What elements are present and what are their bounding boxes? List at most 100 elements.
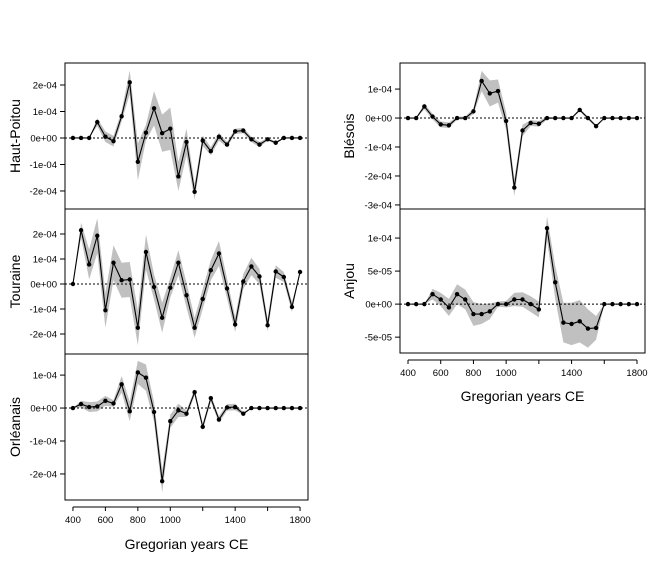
data-point — [289, 304, 295, 310]
data-point — [200, 296, 205, 302]
data-point — [70, 405, 76, 411]
data-point — [143, 375, 149, 380]
data-point — [232, 129, 238, 134]
data-point — [503, 301, 509, 307]
x-tick-label: 1000 — [160, 515, 181, 526]
data-point — [438, 297, 443, 302]
x-tick-label: 1000 — [496, 368, 517, 379]
data-point — [528, 120, 533, 126]
data-point — [159, 479, 165, 484]
x-tick-label: 800 — [130, 515, 146, 526]
data-point — [176, 408, 181, 413]
data-point — [135, 370, 141, 375]
data-point — [536, 307, 542, 312]
data-point — [422, 104, 427, 109]
data-point — [520, 297, 525, 302]
data-point — [200, 138, 205, 143]
data-point — [536, 121, 542, 127]
data-point — [512, 297, 517, 302]
data-point — [192, 390, 197, 395]
data-point — [273, 140, 278, 145]
x-tick-label: 1400 — [225, 515, 246, 526]
data-point — [634, 301, 640, 307]
data-point — [281, 135, 287, 141]
data-point — [618, 115, 623, 121]
data-point — [119, 382, 124, 387]
data-point — [216, 417, 222, 422]
data-point — [241, 411, 246, 416]
data-point — [111, 401, 116, 406]
data-point — [561, 115, 566, 121]
y-tick-label: 2e-04 — [33, 230, 57, 241]
data-point — [151, 106, 157, 111]
data-point — [265, 137, 270, 142]
data-point — [495, 88, 501, 94]
data-point — [78, 135, 84, 141]
y-axis-label: Blésois — [341, 113, 357, 158]
data-point — [405, 301, 411, 307]
data-point — [438, 122, 443, 127]
x-tick-label: 400 — [65, 515, 81, 526]
data-point — [159, 131, 165, 136]
data-point — [413, 115, 419, 121]
confidence-band — [72, 360, 301, 493]
y-tick-label: -2e-04 — [30, 469, 57, 480]
y-tick-label: 1e-04 — [33, 255, 57, 266]
data-point — [585, 326, 591, 331]
y-tick-label: -5e-05 — [365, 333, 392, 344]
y-tick-label: 1e-04 — [33, 371, 57, 382]
data-point — [471, 311, 476, 317]
data-point — [273, 269, 278, 274]
y-tick-label: -1e-04 — [365, 143, 392, 154]
series-line — [408, 79, 637, 188]
data-point — [602, 115, 607, 121]
data-point — [111, 138, 116, 144]
data-point — [544, 225, 550, 231]
y-axis-label: Touraine — [7, 254, 23, 308]
data-point — [602, 301, 607, 307]
x-tick-label: 400 — [400, 368, 416, 379]
data-point — [103, 398, 108, 403]
data-point — [569, 115, 574, 121]
plot-frame — [399, 208, 646, 354]
y-tick-label: 0e+00 — [30, 133, 57, 144]
data-point — [446, 305, 452, 310]
data-point — [297, 405, 303, 411]
x-tick-label: 600 — [433, 368, 449, 379]
y-axis-label: Orléanais — [7, 397, 23, 457]
data-point — [430, 114, 435, 119]
x-tick-label: 800 — [466, 368, 482, 379]
data-point — [503, 118, 509, 124]
data-point — [618, 301, 623, 307]
data-point — [135, 325, 141, 330]
data-point — [143, 130, 149, 135]
data-point — [95, 404, 100, 409]
y-tick-label: 0e+00 — [30, 280, 57, 291]
data-point — [479, 78, 484, 84]
data-point — [593, 325, 599, 331]
data-point — [103, 134, 108, 139]
y-tick-label: 1e-04 — [33, 107, 57, 118]
data-point — [249, 264, 254, 269]
data-point — [281, 274, 287, 280]
data-point — [297, 269, 303, 275]
data-point — [249, 137, 254, 142]
data-point — [232, 404, 238, 410]
y-tick-label: 0e+00 — [30, 404, 57, 415]
data-point — [127, 409, 132, 414]
x-tick-label: 1800 — [289, 515, 310, 526]
y-tick-label: 5e-05 — [368, 267, 392, 278]
data-point — [208, 268, 214, 273]
data-point — [70, 135, 76, 141]
data-point — [208, 395, 214, 401]
data-point — [446, 123, 452, 128]
data-point — [86, 135, 92, 141]
data-point — [487, 91, 492, 96]
data-point — [241, 128, 246, 133]
series-line — [408, 228, 637, 330]
x-axis-label: Gregorian years CE — [125, 536, 249, 552]
data-point — [86, 404, 92, 410]
data-point — [86, 262, 92, 267]
data-point — [241, 279, 246, 284]
